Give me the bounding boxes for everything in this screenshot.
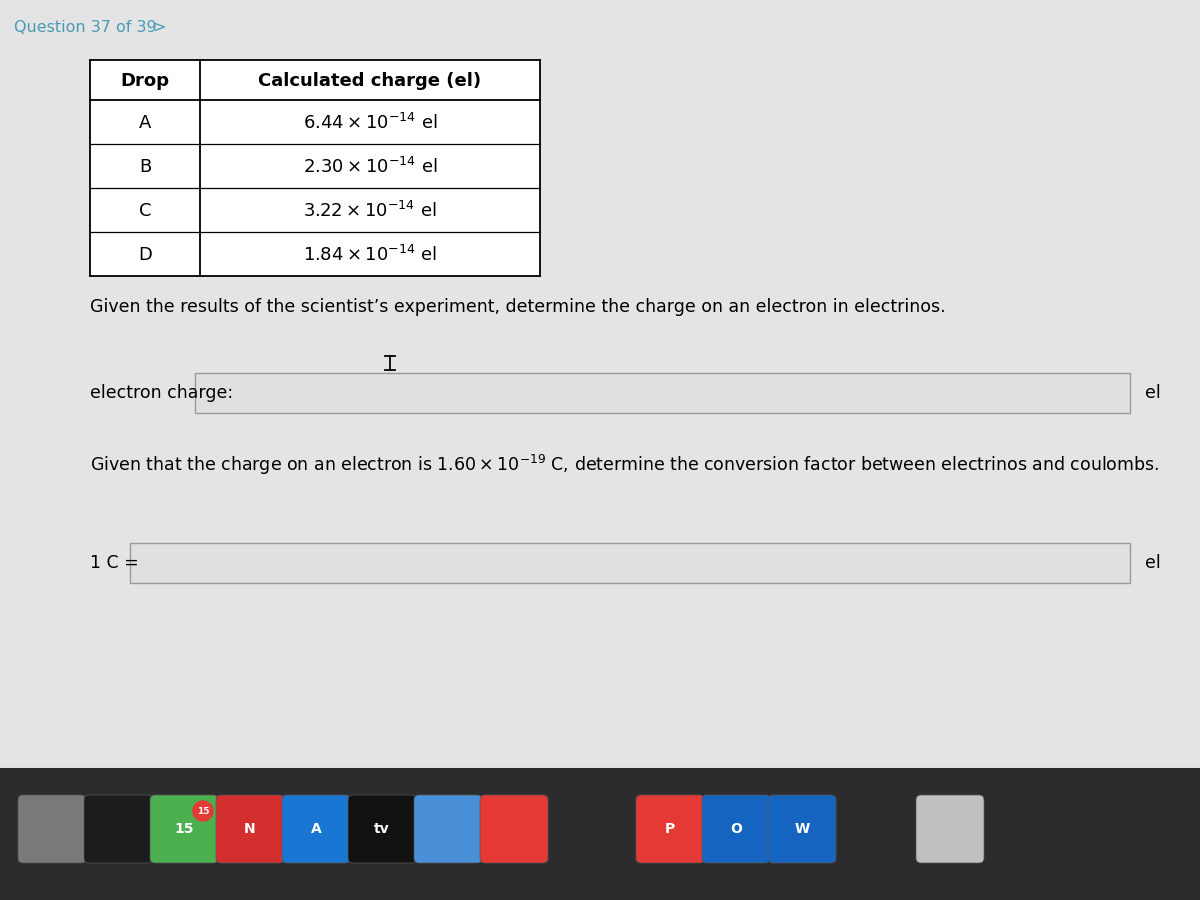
Text: Question 37 of 39: Question 37 of 39 xyxy=(14,20,157,35)
FancyBboxPatch shape xyxy=(0,0,1200,780)
Text: W: W xyxy=(794,822,810,836)
Text: Calculated charge (el): Calculated charge (el) xyxy=(258,72,481,90)
FancyBboxPatch shape xyxy=(130,543,1130,583)
Text: $3.22 \times 10^{-14}$ el: $3.22 \times 10^{-14}$ el xyxy=(304,201,437,221)
Circle shape xyxy=(193,801,214,821)
FancyBboxPatch shape xyxy=(0,0,1200,780)
FancyBboxPatch shape xyxy=(768,795,836,863)
Text: 15: 15 xyxy=(174,822,193,836)
Text: Given the results of the scientist’s experiment, determine the charge on an elec: Given the results of the scientist’s exp… xyxy=(90,298,946,316)
Text: $2.30 \times 10^{-14}$ el: $2.30 \times 10^{-14}$ el xyxy=(302,157,437,177)
Text: C: C xyxy=(139,202,151,220)
Text: >: > xyxy=(152,20,166,35)
FancyBboxPatch shape xyxy=(0,768,1200,900)
Text: D: D xyxy=(138,246,152,264)
Text: tv: tv xyxy=(374,822,390,836)
FancyBboxPatch shape xyxy=(84,795,152,863)
FancyBboxPatch shape xyxy=(18,795,86,863)
Text: 1 C =: 1 C = xyxy=(90,554,139,572)
FancyBboxPatch shape xyxy=(636,795,704,863)
FancyBboxPatch shape xyxy=(348,795,416,863)
Text: el: el xyxy=(1145,554,1160,572)
FancyBboxPatch shape xyxy=(216,795,284,863)
FancyBboxPatch shape xyxy=(150,795,218,863)
FancyBboxPatch shape xyxy=(194,373,1130,413)
Text: Given that the charge on an electron is $1.60 \times 10^{-19}$ C, determine the : Given that the charge on an electron is … xyxy=(90,453,1159,477)
Text: B: B xyxy=(139,158,151,176)
Text: $6.44 \times 10^{-14}$ el: $6.44 \times 10^{-14}$ el xyxy=(302,113,437,133)
Text: O: O xyxy=(730,822,742,836)
Text: el: el xyxy=(1145,384,1160,402)
Text: 15: 15 xyxy=(197,806,209,815)
Text: Drop: Drop xyxy=(120,72,169,90)
FancyBboxPatch shape xyxy=(916,795,984,863)
FancyBboxPatch shape xyxy=(480,795,548,863)
Text: A: A xyxy=(139,114,151,132)
Text: P: P xyxy=(665,822,676,836)
FancyBboxPatch shape xyxy=(90,60,540,276)
FancyBboxPatch shape xyxy=(414,795,482,863)
Text: N: N xyxy=(244,822,256,836)
Text: A: A xyxy=(311,822,322,836)
FancyBboxPatch shape xyxy=(282,795,350,863)
Text: $1.84 \times 10^{-14}$ el: $1.84 \times 10^{-14}$ el xyxy=(302,245,437,265)
FancyBboxPatch shape xyxy=(702,795,770,863)
Text: electron charge:: electron charge: xyxy=(90,384,233,402)
